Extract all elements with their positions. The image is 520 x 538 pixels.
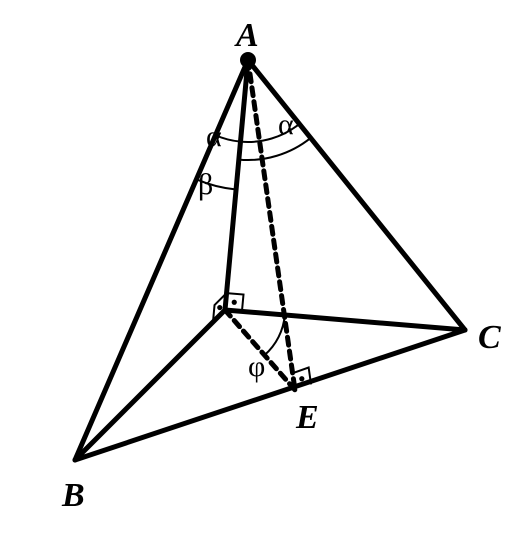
geometry-diagram: ABCEααβφ bbox=[0, 0, 520, 538]
label-alpha: α bbox=[206, 120, 222, 153]
label-beta: β bbox=[198, 168, 213, 201]
label-B: B bbox=[61, 477, 85, 514]
label-A: A bbox=[234, 17, 259, 54]
label-alpha: α bbox=[278, 108, 294, 141]
label-C: C bbox=[478, 319, 501, 356]
label-E: E bbox=[295, 399, 319, 436]
label-phi: φ bbox=[248, 350, 265, 383]
